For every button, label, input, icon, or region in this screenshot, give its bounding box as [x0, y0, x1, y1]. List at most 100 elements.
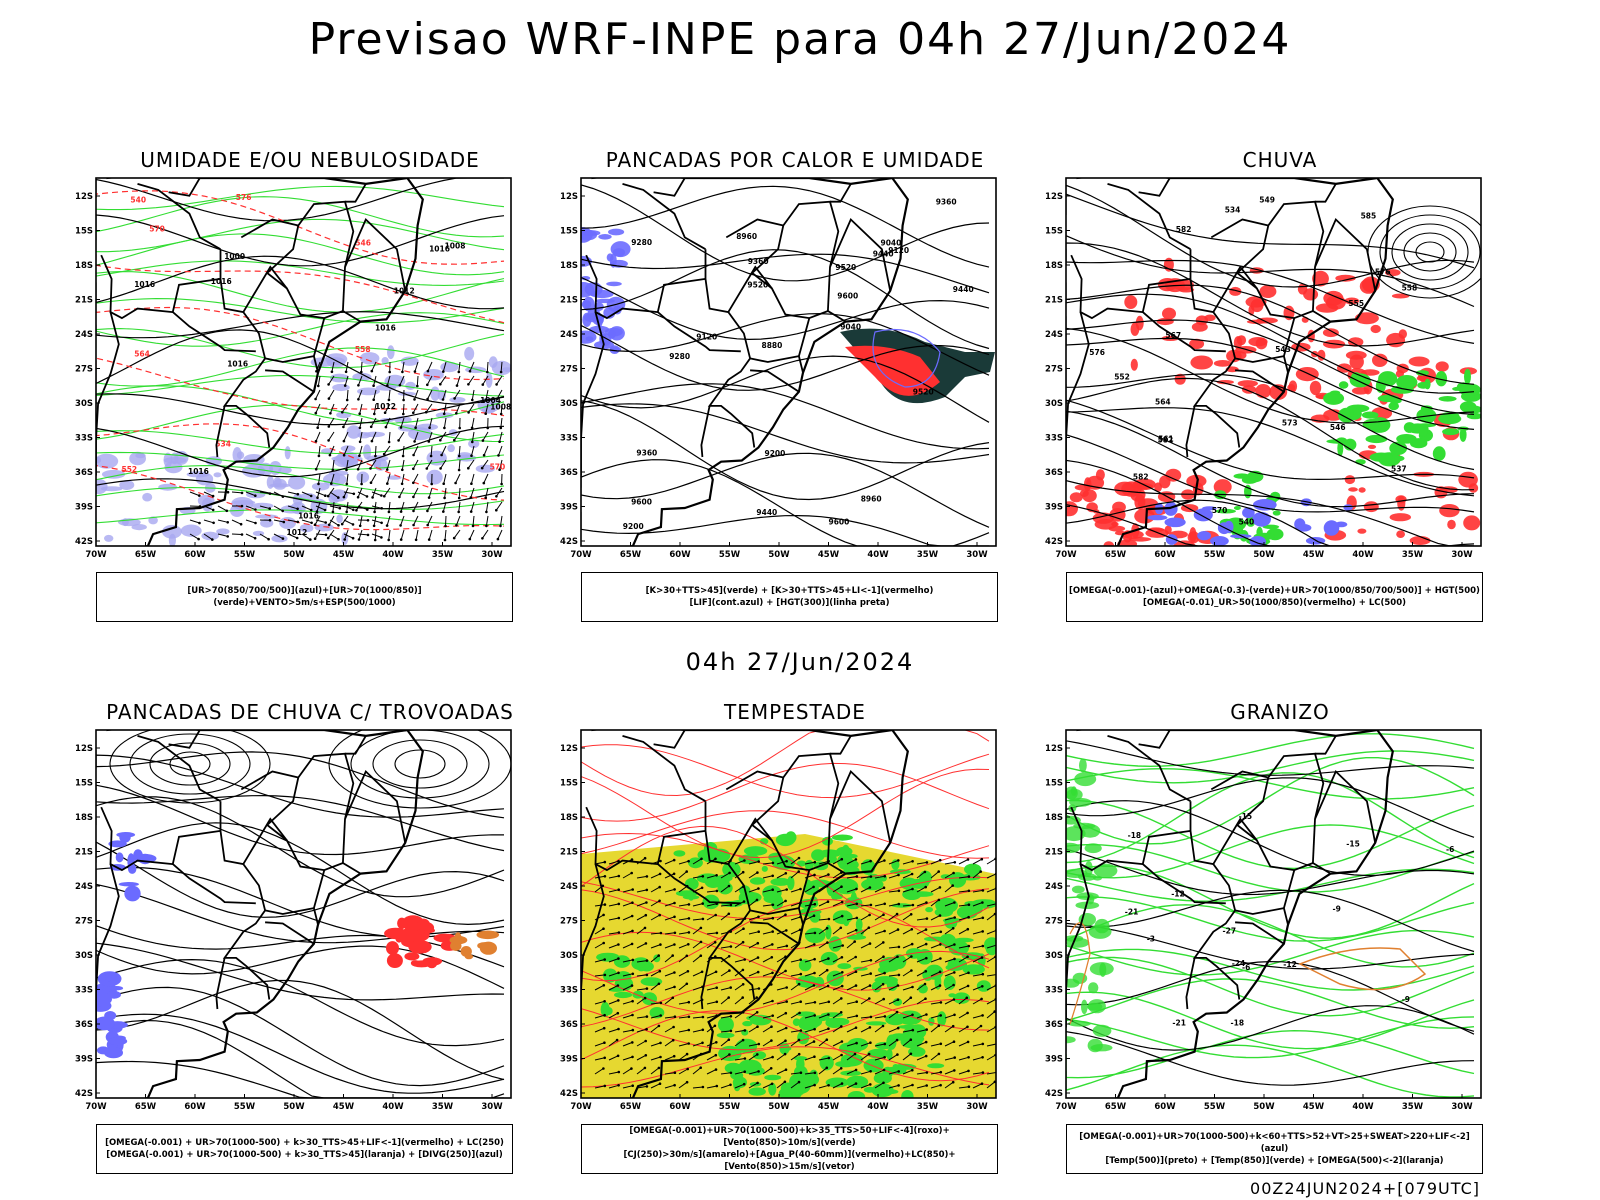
contour-line: [96, 357, 505, 417]
wind-vector: [469, 361, 475, 372]
vector-head: [240, 504, 244, 508]
wind-vector: [720, 997, 730, 1005]
wind-vector: [400, 529, 405, 540]
shaded-area: [682, 895, 700, 900]
shaded-area: [142, 492, 153, 502]
wind-vector: [986, 998, 996, 1005]
wind-vector: [888, 985, 899, 991]
contour-label: 570: [1212, 506, 1228, 515]
wind-vector: [594, 959, 605, 963]
lat-tick-label: 15S: [560, 779, 578, 789]
coastline: [1076, 178, 1394, 546]
shaded-area: [832, 881, 848, 891]
wind-vector: [664, 986, 675, 991]
wind-vector: [860, 927, 870, 935]
streamline: [394, 749, 446, 779]
wind-vector: [734, 959, 745, 963]
lat-tick-label: 42S: [75, 1089, 93, 1099]
shaded-area: [925, 907, 933, 913]
contour-label: 9120: [696, 332, 717, 341]
vector-head: [757, 887, 760, 890]
wind-vector: [916, 1055, 927, 1061]
wind-vector: [944, 1057, 955, 1061]
vector-head: [471, 440, 474, 444]
vector-head: [444, 524, 447, 528]
wind-vector: [734, 860, 745, 865]
vector-head: [784, 1039, 787, 1042]
contour-label: 9440: [953, 285, 974, 294]
vector-head: [343, 384, 347, 387]
shaded-area: [108, 1037, 128, 1046]
wind-vector: [762, 972, 773, 977]
vector-head: [953, 971, 956, 974]
vector-head: [897, 859, 900, 862]
state-border: [1315, 183, 1337, 203]
wind-vector: [972, 889, 983, 893]
vector-head: [869, 1041, 872, 1044]
state-border: [137, 183, 221, 250]
shaded-area: [299, 523, 314, 533]
vector-head: [939, 957, 942, 960]
wind-vector: [944, 984, 954, 991]
wind-vector: [944, 927, 954, 935]
vector-head: [840, 1082, 844, 1085]
contour-line: [96, 822, 505, 926]
lat-tick-label: 24S: [1045, 882, 1063, 892]
wind-vector: [273, 533, 284, 540]
vector-head: [980, 997, 983, 1001]
wind-vector: [790, 1039, 800, 1047]
contour-label: 552: [1114, 373, 1130, 382]
contour-line: [1066, 777, 1475, 838]
vector-head: [616, 1054, 620, 1058]
vector-head: [213, 549, 216, 552]
wind-vector: [972, 917, 983, 921]
shaded-area: [1370, 324, 1381, 334]
wind-vector: [343, 445, 349, 456]
vector-head: [951, 927, 955, 930]
vector-head: [951, 884, 954, 887]
vector-head: [673, 1083, 676, 1087]
wind-vector: [720, 1054, 730, 1061]
vector-head: [383, 494, 386, 498]
shaded-area: [1464, 405, 1481, 414]
vector-head: [387, 440, 391, 444]
wind-vector: [442, 361, 447, 372]
state-border: [242, 817, 288, 865]
wind-vector: [986, 1054, 996, 1061]
lon-tick-label: 35W: [432, 550, 454, 560]
state-border: [751, 272, 847, 323]
vector-head: [981, 916, 985, 920]
contour-line: [1066, 399, 1475, 481]
shaded-area: [818, 849, 841, 858]
wind-vector: [902, 904, 913, 907]
state-border: [1234, 355, 1285, 363]
shaded-area: [1386, 332, 1406, 348]
vector-head: [341, 410, 344, 414]
vector-head: [631, 999, 634, 1003]
vector-head: [855, 1041, 858, 1045]
vector-head: [771, 874, 774, 878]
wind-vector: [371, 361, 377, 372]
vector-head: [770, 1039, 773, 1042]
vector-head: [952, 1040, 956, 1043]
shaded-area: [359, 352, 380, 365]
vector-head: [342, 453, 346, 457]
wind-vector: [748, 1053, 758, 1061]
state-border: [96, 311, 120, 479]
wind-vector: [678, 1053, 688, 1061]
contour-line: [1066, 242, 1475, 347]
vector-head: [813, 1001, 817, 1004]
shaded-area: [1189, 527, 1197, 543]
main-title: Previsao WRF-INPE para 04h 27/Jun/2024: [308, 14, 1292, 65]
vector-head: [386, 384, 389, 387]
state-border: [656, 278, 741, 353]
shaded-area: [1432, 446, 1446, 461]
shaded-area: [822, 836, 833, 846]
vector-head: [643, 926, 647, 930]
vector-head: [742, 927, 745, 930]
lon-tick-label: 30W: [481, 1102, 503, 1112]
vector-head: [911, 1013, 914, 1017]
wind-vector: [888, 874, 899, 879]
vector-head: [897, 873, 900, 877]
vector-head: [631, 958, 635, 962]
